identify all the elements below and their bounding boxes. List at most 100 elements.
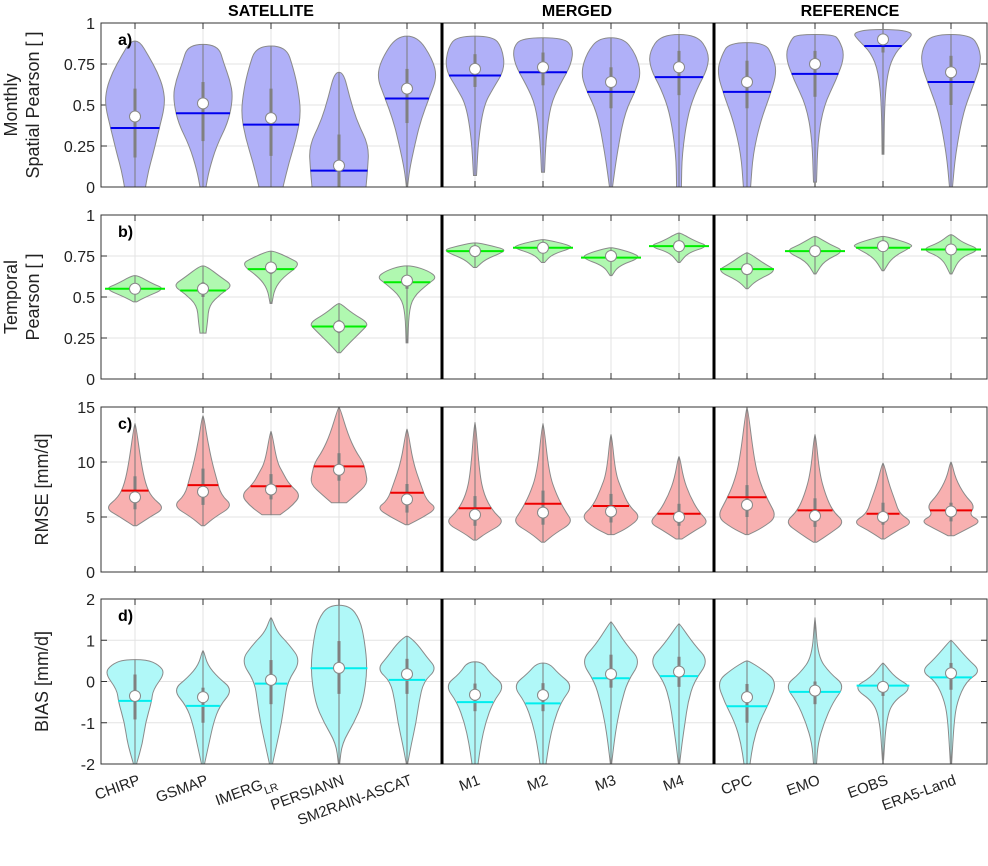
- violin-m4: [649, 232, 709, 264]
- y-tick-label: -2: [81, 757, 95, 774]
- violin-cpc: [717, 42, 777, 188]
- mean-marker: [673, 61, 685, 74]
- mean-marker: [673, 240, 685, 253]
- violin-m1: [445, 242, 505, 268]
- axes-frame: [100, 214, 988, 380]
- mean-marker: [469, 508, 481, 521]
- violin-emo: [787, 617, 843, 765]
- mean-marker: [605, 668, 617, 681]
- mean-marker: [401, 274, 413, 287]
- panel-d: -2 -1 0 1 2 d) BIAS [mm/d]: [32, 592, 988, 774]
- mean-marker: [197, 97, 209, 110]
- violin-m1: [448, 421, 502, 541]
- mean-marker: [129, 110, 141, 123]
- mean-marker: [741, 263, 753, 276]
- mean-marker: [877, 240, 889, 253]
- x-tick-label: M4: [661, 772, 686, 795]
- mean-marker: [605, 76, 617, 89]
- y-axis-label: BIAS [mm/d]: [32, 631, 52, 732]
- y-tick-label: 2: [86, 592, 95, 609]
- violin-cpc: [719, 406, 775, 536]
- y-axis-label: Temporal: [1, 260, 21, 334]
- y-axis-label: Monthly: [1, 73, 21, 136]
- x-tick-label: GSMAP: [154, 772, 211, 807]
- violin-sm2rain-ascat: [377, 35, 437, 188]
- mean-marker: [333, 661, 345, 674]
- violin-eobs: [853, 235, 913, 272]
- violin-m1: [447, 661, 503, 765]
- panel-tag: a): [118, 32, 132, 49]
- y-tick-label: 5: [86, 510, 95, 527]
- group-titles: SATELLITE MERGED REFERENCE: [228, 3, 900, 20]
- group-title-reference: REFERENCE: [801, 3, 900, 20]
- mean-marker: [469, 62, 481, 75]
- mean-marker: [809, 509, 821, 522]
- mean-marker: [333, 320, 345, 333]
- axes-frame: [100, 406, 988, 573]
- mean-marker: [605, 505, 617, 518]
- violin-chirp: [108, 422, 162, 527]
- mean-marker: [537, 506, 549, 519]
- y-axis-label: RMSE [mm/d]: [32, 433, 52, 545]
- mean-marker: [129, 282, 141, 295]
- mean-marker: [605, 250, 617, 262]
- mean-marker: [197, 485, 209, 498]
- mean-marker: [537, 241, 549, 254]
- panel-a: 0 0.25 0.5 0.75 1 a) Monthly Spatial Pearson [ …: [1, 16, 988, 197]
- y-tick-label: 0: [86, 372, 95, 389]
- mean-marker: [197, 691, 209, 704]
- violin-m4: [652, 623, 706, 765]
- violin-gsmap: [176, 650, 230, 765]
- mean-marker: [265, 673, 277, 686]
- violin-sm2rain-ascat: [379, 635, 435, 765]
- violin-sm2rain-ascat: [378, 265, 436, 344]
- mean-marker: [673, 511, 685, 523]
- violin-m3: [583, 433, 639, 536]
- violin-persiann: [310, 406, 368, 504]
- y-tick-label: 0.25: [64, 331, 95, 348]
- violin-imerg: [243, 430, 299, 516]
- mean-marker: [333, 463, 345, 476]
- x-tick-label: IMERGLR: [213, 772, 280, 814]
- violin-imerg: [244, 250, 298, 305]
- mean-marker: [401, 668, 413, 681]
- violin-chirp: [105, 275, 165, 303]
- violin-era5-land: [921, 234, 981, 275]
- mean-marker: [741, 498, 753, 511]
- violin-cpc: [719, 660, 775, 765]
- x-tick-label: M1: [457, 772, 482, 795]
- axes-frame: [100, 22, 988, 188]
- violin-persiann: [310, 604, 368, 765]
- violin-gsmap: [173, 43, 233, 188]
- violin-imerg: [243, 617, 299, 765]
- violin-era5-land: [924, 639, 978, 765]
- y-tick-label: 0.75: [64, 249, 95, 266]
- group-title-merged: MERGED: [542, 3, 612, 20]
- mean-marker: [197, 282, 209, 295]
- panel-tag: b): [118, 224, 133, 241]
- mean-marker: [401, 82, 413, 95]
- violin-persiann: [309, 71, 369, 188]
- y-tick-label: 10: [77, 455, 95, 472]
- y-tick-label: 1: [86, 633, 95, 650]
- violin-cpc: [720, 252, 774, 290]
- panel-c: 0 5 10 15 c) RMSE [mm/d]: [32, 400, 988, 582]
- x-tick-label: SM2RAIN-ASCAT: [295, 772, 414, 829]
- violin-chirp: [105, 40, 165, 188]
- violin-era5-land: [921, 33, 981, 188]
- y-tick-label: 15: [77, 400, 95, 417]
- mean-marker: [265, 483, 277, 496]
- violin-emo: [786, 33, 844, 183]
- mean-marker: [809, 684, 821, 697]
- x-tick-label: EMO: [784, 772, 822, 800]
- x-tick-label: CPC: [719, 772, 755, 799]
- mean-marker: [945, 505, 957, 518]
- violin-m4: [651, 455, 707, 540]
- y-tick-label: 0: [86, 180, 95, 197]
- y-tick-label: 0: [86, 565, 95, 582]
- violin-emo: [787, 433, 843, 543]
- violin-eobs: [854, 29, 912, 155]
- panel-b: 0 0.25 0.5 0.75 1 b) Temporal Pearson [ ]: [1, 208, 988, 389]
- violin-m1: [445, 35, 505, 177]
